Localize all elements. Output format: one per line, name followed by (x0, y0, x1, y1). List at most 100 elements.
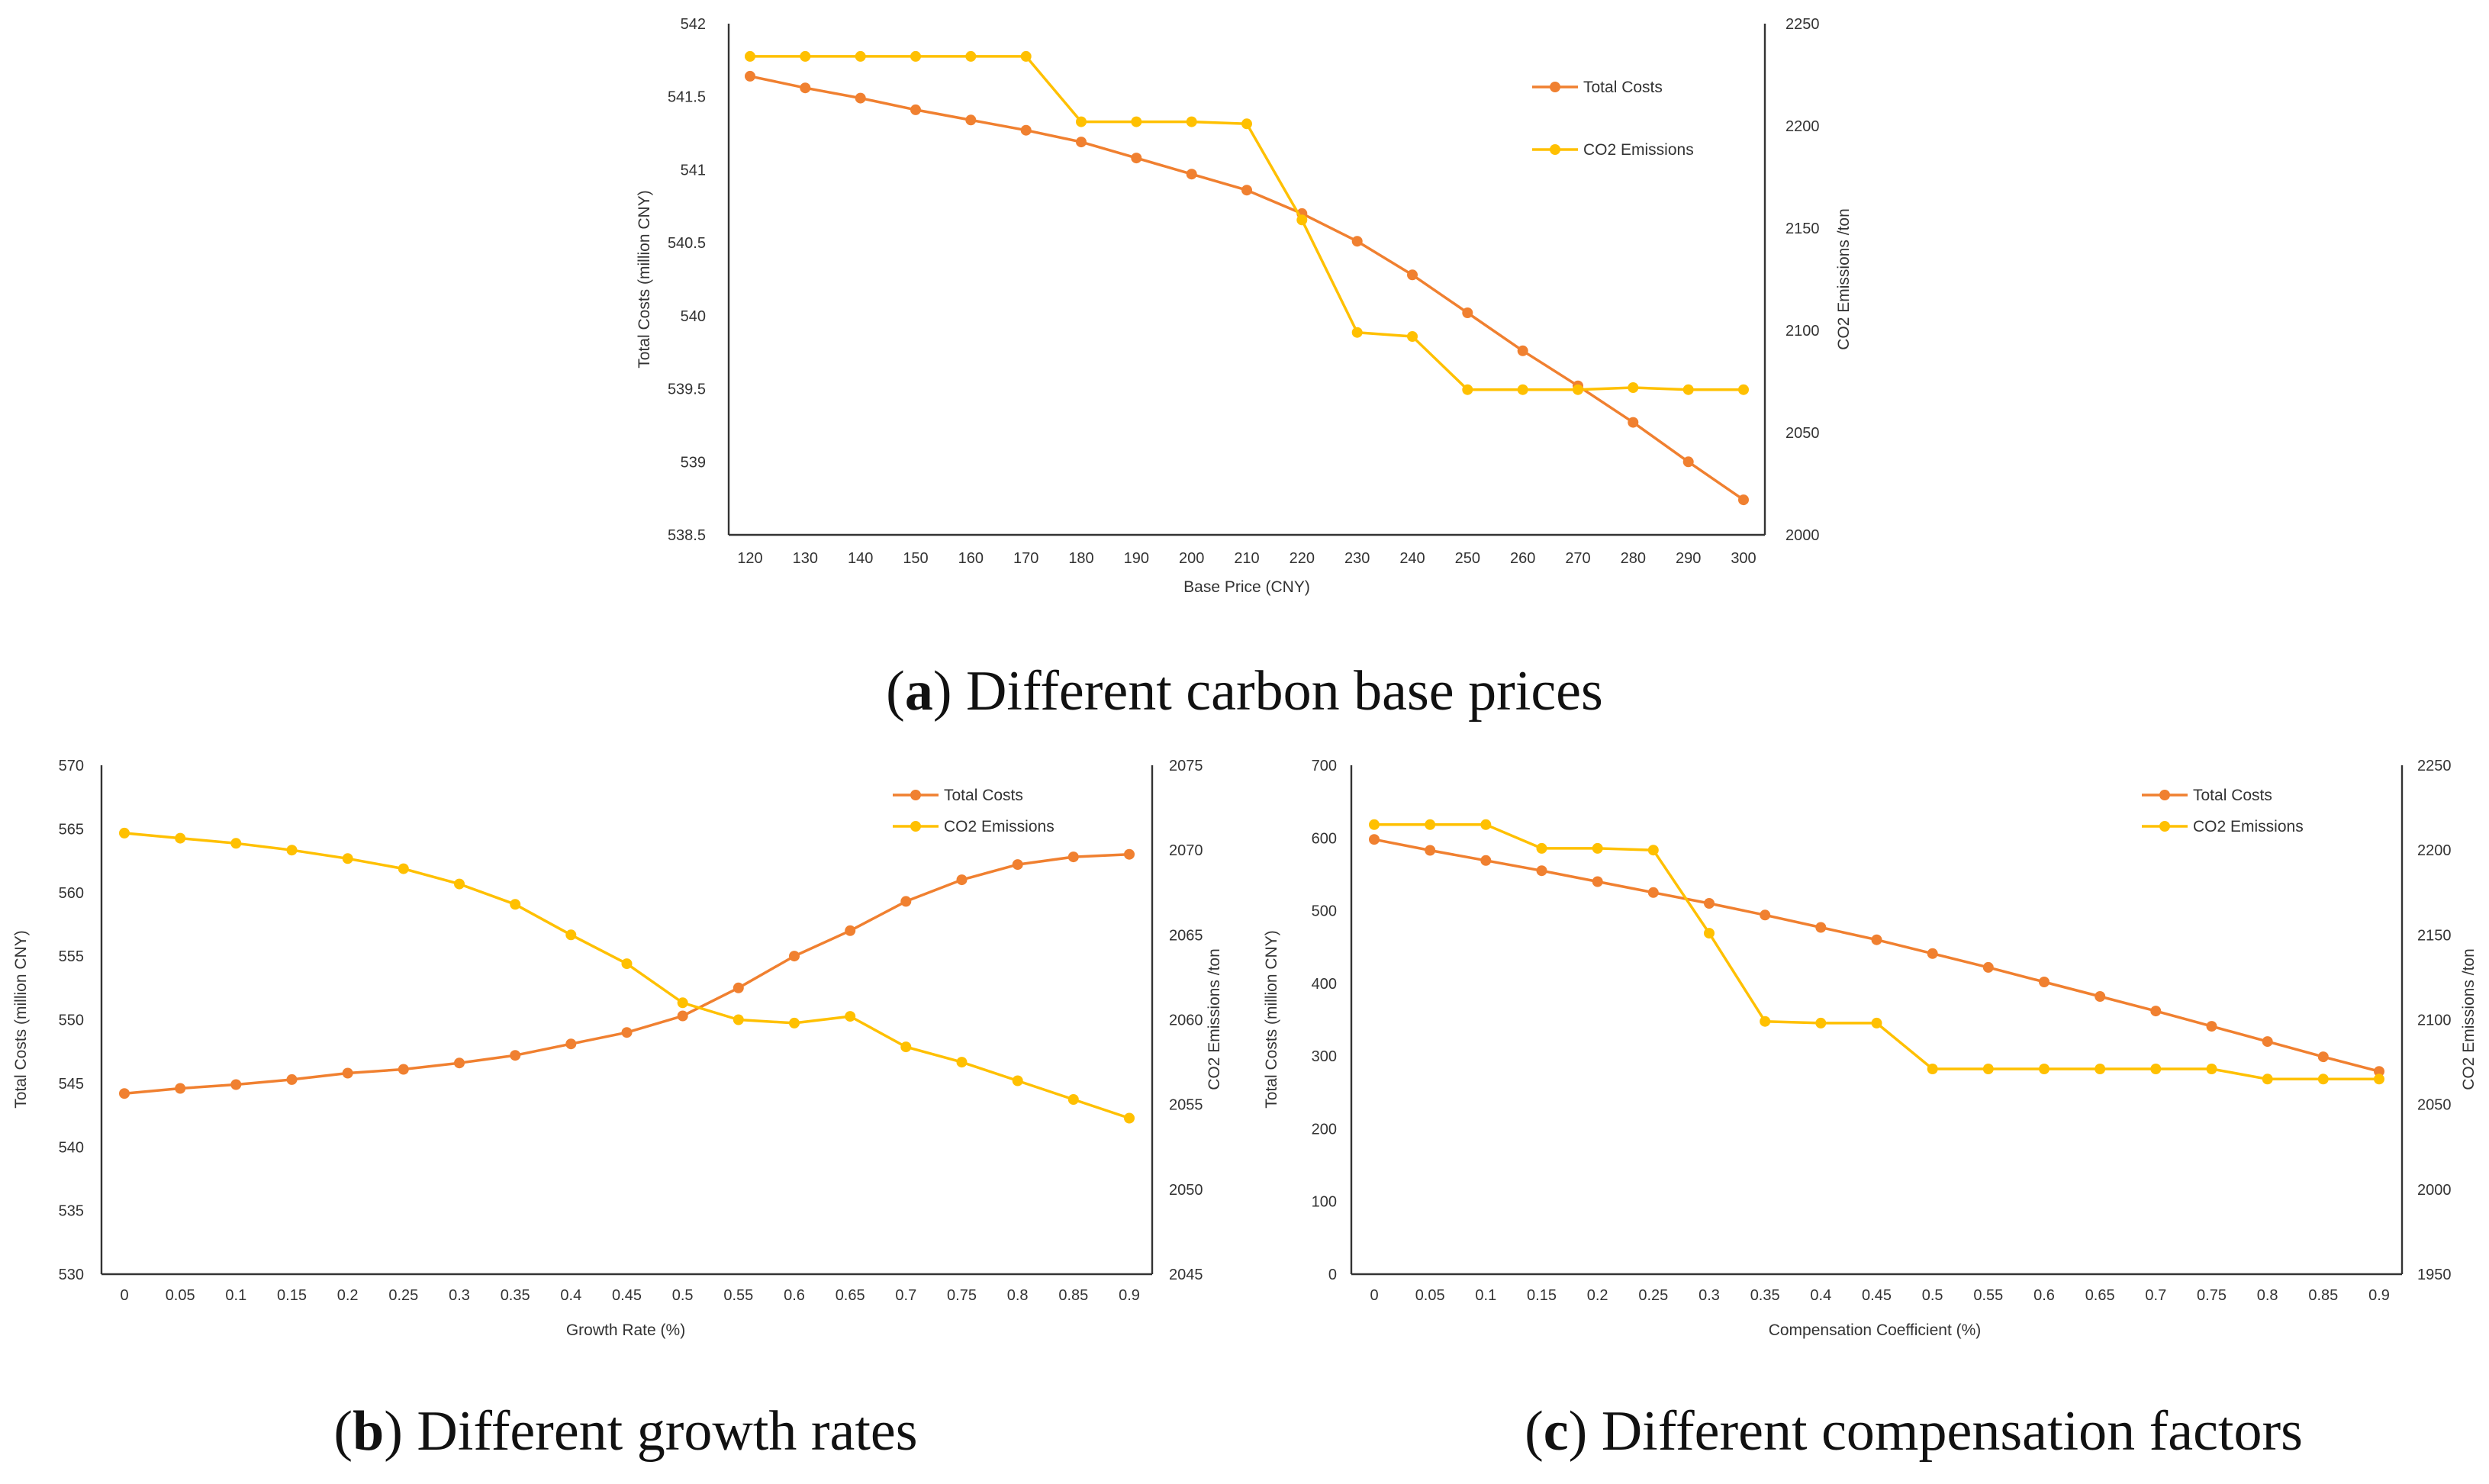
total-costs-point (733, 982, 744, 993)
right-tick-label: 2050 (1169, 1182, 1203, 1199)
total-costs-point (910, 104, 921, 115)
x-tick-label: 0.2 (337, 1287, 359, 1304)
total-costs-point (1067, 851, 1079, 863)
co2-emissions-point (1573, 384, 1583, 395)
x-tick-label: 0.6 (784, 1287, 805, 1304)
left-tick-label: 541 (681, 162, 706, 179)
left-tick-label: 539 (681, 454, 706, 471)
co2-emissions-point (286, 845, 298, 856)
panel-b-chart: 530 535 540 545 550 555 560 565 570 2045 2050 2055… (12, 758, 1223, 1339)
right-tick-label: 2150 (1785, 221, 1820, 237)
x-tick-label: 160 (958, 550, 984, 567)
co2-emissions-point (2095, 1064, 2106, 1074)
total-costs-point (1124, 848, 1135, 860)
x-tick-label: 0.1 (1475, 1287, 1496, 1304)
total-costs-point (1738, 494, 1749, 506)
total-costs-point (956, 874, 968, 886)
right-tick-label: 2045 (1169, 1267, 1203, 1283)
total-costs-point (2262, 1036, 2273, 1048)
total-costs-point (965, 114, 977, 126)
left-tick-label: 535 (59, 1203, 84, 1220)
legend-co2-marker (910, 821, 921, 832)
legend-total-costs-marker (2159, 790, 2170, 800)
co2-emissions-point (454, 878, 465, 890)
total-costs-point (1536, 865, 1547, 877)
x-tick-label: 0.55 (723, 1287, 753, 1304)
total-costs-point (1076, 137, 1087, 148)
total-costs-point (1186, 169, 1197, 180)
x-tick-label: 0.35 (501, 1287, 530, 1304)
left-axis-title: Total Costs (million CNY) (1263, 930, 1280, 1108)
co2-emissions-point (1982, 1064, 1994, 1074)
co2-emissions-point (1480, 819, 1492, 830)
x-tick-label: 0.05 (166, 1287, 195, 1304)
right-tick-label: 2000 (2417, 1182, 2452, 1199)
co2-emissions-point (119, 827, 130, 839)
co2-emissions-point (1296, 214, 1308, 226)
x-tick-label: 180 (1068, 550, 1093, 567)
x-tick-label: 0.7 (895, 1287, 916, 1304)
co2-emissions-point (1351, 327, 1363, 338)
x-tick-label: 210 (1234, 550, 1259, 567)
legend-total-costs-label: Total Costs (944, 787, 1023, 804)
x-tick-label: 0.7 (2145, 1287, 2166, 1304)
co2-emissions-point (855, 50, 866, 62)
right-tick-label: 2055 (1169, 1097, 1203, 1114)
x-tick-label: 0.4 (560, 1287, 581, 1304)
co2-emissions-point (1592, 842, 1603, 854)
total-costs-point (900, 896, 912, 907)
x-tick-label: 0.65 (2085, 1287, 2115, 1304)
total-costs-point (745, 70, 755, 82)
x-tick-label: 0.45 (1862, 1287, 1892, 1304)
x-tick-label: 0.55 (1973, 1287, 2003, 1304)
total-costs-point (1592, 876, 1603, 887)
x-tick-label: 0.9 (1119, 1287, 1140, 1304)
x-tick-label: 0.4 (1810, 1287, 1831, 1304)
left-tick-label: 540 (681, 308, 706, 325)
left-tick-label: 600 (1312, 830, 1337, 847)
co2-emissions-point (1704, 928, 1715, 939)
co2-emissions-point (621, 958, 633, 970)
x-tick-label: 240 (1399, 550, 1425, 567)
co2-emissions-point (965, 50, 977, 62)
x-tick-label: 150 (903, 550, 928, 567)
total-costs-point (1131, 153, 1142, 164)
left-axis-title: Total Costs (million CNY) (12, 930, 30, 1108)
left-tick-label: 500 (1312, 903, 1337, 920)
left-tick-label: 539.5 (668, 381, 706, 398)
total-costs-point (342, 1067, 353, 1079)
co2-emissions-point (342, 853, 353, 864)
legend-total-costs-marker (1550, 82, 1560, 92)
co2-emissions-point (2317, 1074, 2329, 1085)
x-tick-label: 0 (1370, 1287, 1378, 1304)
left-tick-label: 0 (1328, 1267, 1337, 1283)
x-tick-label: 0.8 (2257, 1287, 2278, 1304)
total-costs-point (1351, 236, 1363, 247)
right-axis-title: CO2 Emissions /ton (2460, 948, 2478, 1090)
legend-co2-label: CO2 Emissions (1583, 141, 1694, 159)
co2-emissions-point (230, 838, 242, 849)
right-tick-label: 2075 (1169, 758, 1203, 774)
total-costs-point (1815, 922, 1827, 933)
right-tick-label: 2100 (2417, 1012, 2452, 1029)
total-costs-point (2374, 1066, 2384, 1077)
total-costs-point (1012, 859, 1023, 871)
x-tick-label: 0.35 (1750, 1287, 1780, 1304)
total-costs-point (800, 82, 811, 94)
co2-emissions-point (1020, 50, 1032, 62)
left-axis-title: Total Costs (million CNY) (636, 190, 653, 368)
x-tick-label: 250 (1455, 550, 1480, 567)
legend: Total Costs CO2 Emissions (1532, 79, 1694, 159)
total-costs-point (2039, 977, 2049, 987)
x-tick-label: 190 (1124, 550, 1149, 567)
co2-emissions-point (1738, 384, 1749, 395)
left-tick-label: 530 (59, 1267, 84, 1283)
total-costs-point (1647, 887, 1659, 898)
right-tick-label: 2100 (1785, 323, 1820, 340)
legend-co2-marker (2159, 821, 2170, 832)
total-costs-point (119, 1088, 130, 1099)
left-tick-label: 540 (59, 1139, 84, 1156)
x-tick-label: 0.85 (1058, 1287, 1088, 1304)
total-costs-point (1241, 185, 1252, 196)
